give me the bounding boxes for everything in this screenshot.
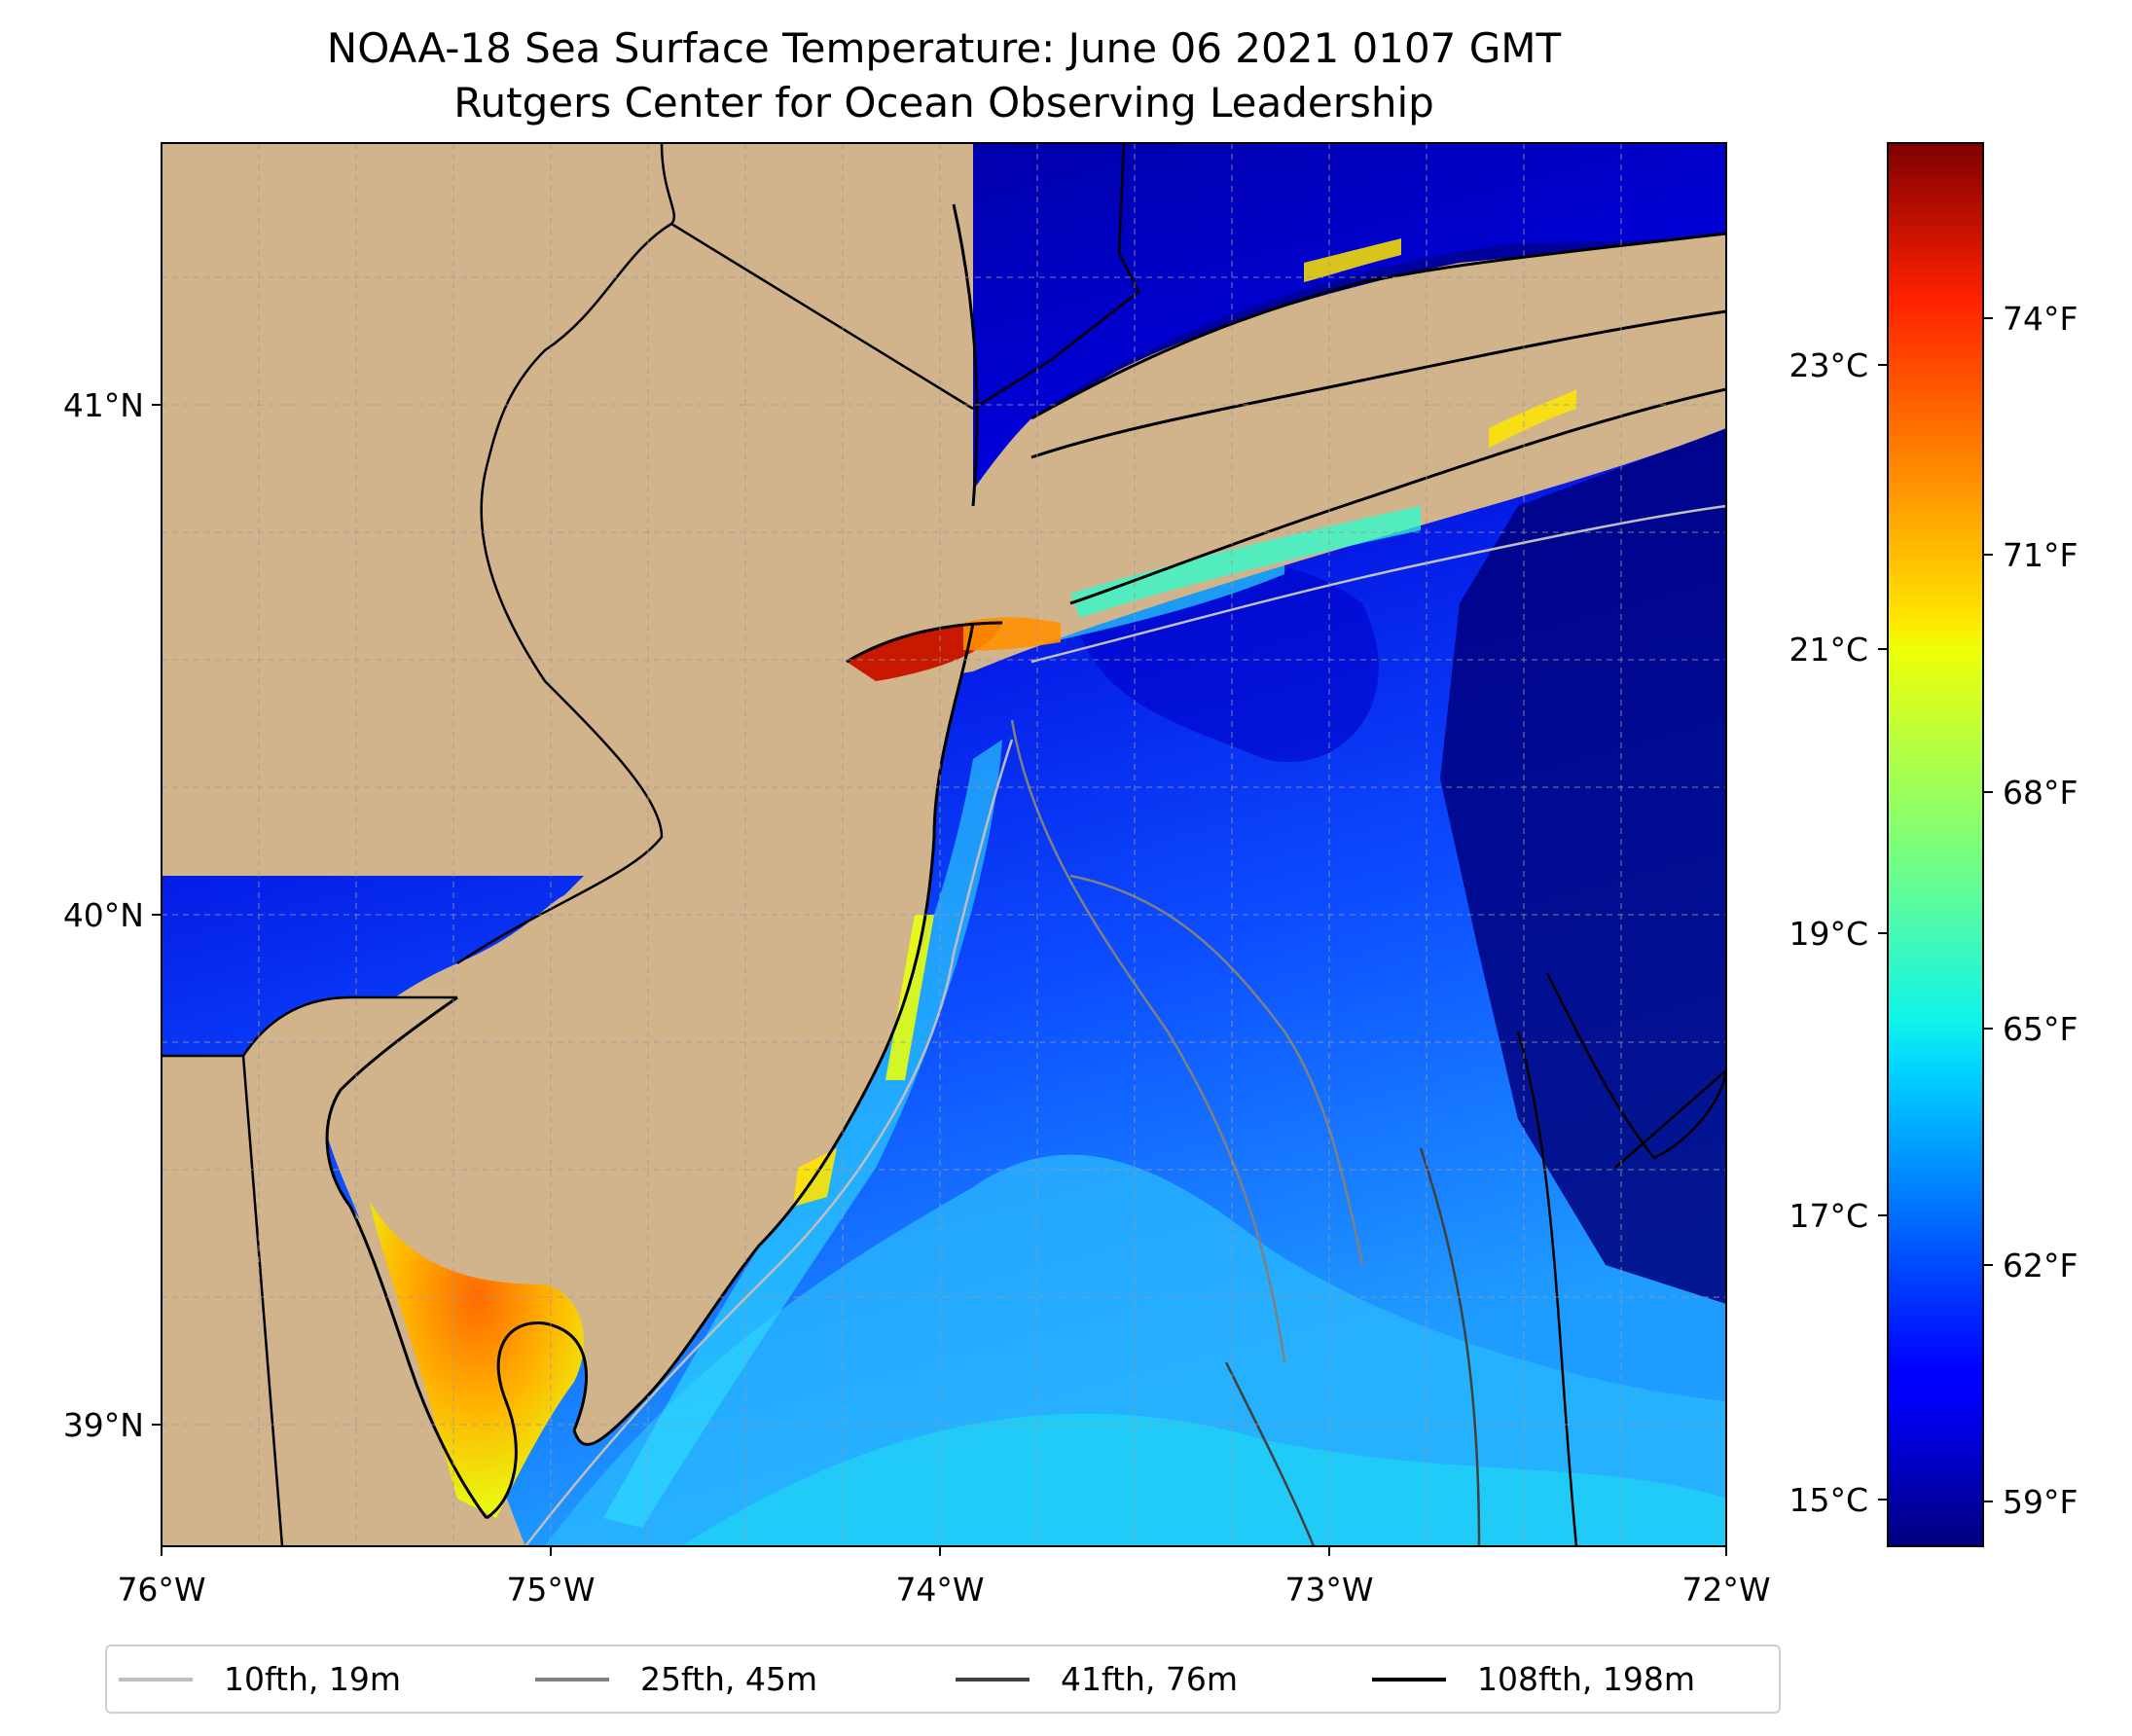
coastline bbox=[325, 203, 1726, 1520]
land-new-jersey bbox=[162, 143, 973, 1518]
colorbar-fahrenheit-label: 74°F bbox=[2003, 300, 2078, 338]
legend-item: 25fth, 45m bbox=[535, 1646, 817, 1712]
cold-water-patch bbox=[1440, 428, 1726, 1304]
legend-swatch bbox=[956, 1677, 1030, 1682]
colorbar-celsius-label: 15°C bbox=[1789, 1481, 1868, 1519]
colorbar bbox=[1887, 142, 1984, 1547]
legend-label: 108fth, 198m bbox=[1477, 1660, 1695, 1698]
colorbar-fahrenheit-label: 65°F bbox=[2003, 1010, 2078, 1048]
legend-label: 10fth, 19m bbox=[224, 1660, 401, 1698]
colorbar-fahrenheit-label: 68°F bbox=[2003, 774, 2078, 812]
lat-tick-label: 41°N bbox=[63, 386, 144, 424]
state-borders bbox=[162, 143, 1726, 1546]
legend-label: 41fth, 76m bbox=[1061, 1660, 1238, 1698]
warm-water-band bbox=[545, 1154, 1726, 1546]
legend-item: 10fth, 19m bbox=[119, 1646, 401, 1712]
colorbar-celsius-label: 23°C bbox=[1789, 346, 1868, 384]
colorbar-fahrenheit-label: 71°F bbox=[2003, 536, 2078, 574]
long-island bbox=[1031, 311, 1726, 603]
isobath-contours bbox=[524, 504, 1726, 1546]
axis-ticks bbox=[152, 404, 1727, 1556]
legend-swatch bbox=[1372, 1677, 1446, 1682]
map-area bbox=[162, 143, 1726, 1546]
chart-subtitle: Rutgers Center for Ocean Observing Leade… bbox=[453, 79, 1434, 127]
legend-item: 41fth, 76m bbox=[956, 1646, 1238, 1712]
legend-swatch bbox=[119, 1677, 193, 1682]
lon-tick-label: 74°W bbox=[895, 1571, 984, 1609]
lon-tick-label: 75°W bbox=[506, 1571, 595, 1609]
legend-label: 25fth, 45m bbox=[640, 1660, 817, 1698]
legend-item: 108fth, 198m bbox=[1372, 1646, 1695, 1712]
colorbar-celsius-label: 19°C bbox=[1789, 915, 1868, 953]
legend-swatch bbox=[535, 1677, 609, 1682]
lon-tick-label: 76°W bbox=[117, 1571, 205, 1609]
lat-tick-label: 40°N bbox=[63, 896, 144, 934]
chart-title: NOAA-18 Sea Surface Temperature: June 06… bbox=[326, 24, 1562, 72]
map-frame bbox=[161, 142, 1727, 1547]
colorbar-celsius-label: 17°C bbox=[1789, 1197, 1868, 1235]
colorbar-fahrenheit-label: 59°F bbox=[2003, 1483, 2078, 1521]
lon-tick-label: 73°W bbox=[1284, 1571, 1373, 1609]
colorbar-celsius-label: 21°C bbox=[1789, 631, 1868, 669]
isobath-legend: 10fth, 19m 25fth, 45m 41fth, 76m 108fth,… bbox=[105, 1645, 1781, 1714]
delaware-bay-sst bbox=[370, 1202, 584, 1518]
gridlines bbox=[162, 143, 1726, 1546]
lon-tick-label: 72°W bbox=[1681, 1571, 1770, 1609]
lat-tick-label: 39°N bbox=[63, 1406, 144, 1444]
colorbar-fahrenheit-label: 62°F bbox=[2003, 1247, 2078, 1284]
colorbar-ticks bbox=[1878, 317, 1993, 1502]
